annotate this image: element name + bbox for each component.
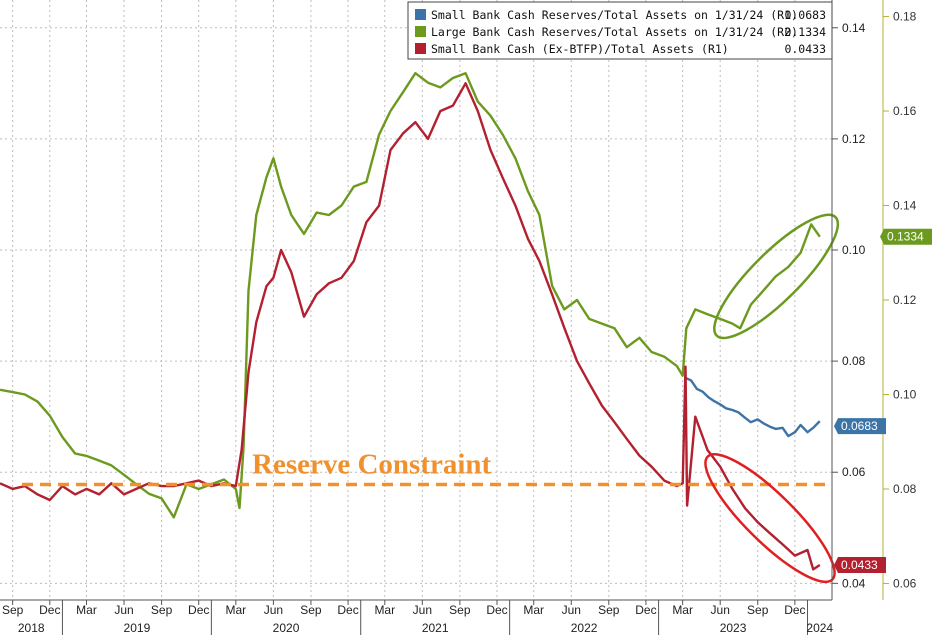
x-tick-label: Dec [486, 603, 507, 617]
year-label: 2024 [806, 621, 833, 635]
series-layer [0, 71, 821, 571]
year-label: 2022 [571, 621, 598, 635]
x-tick-label: Mar [374, 603, 395, 617]
year-label: 2018 [18, 621, 45, 635]
grid [0, 0, 832, 600]
legend-value-2: 0.1334 [784, 25, 826, 39]
highlight-ellipse-2 [704, 452, 836, 584]
x-tick-label: Dec [337, 603, 358, 617]
legend-swatch-3 [415, 43, 426, 54]
year-label: 2020 [273, 621, 300, 635]
x-tick-label: Sep [300, 603, 322, 617]
last-value-badges: 0.0683 0.1334 0.0433 [834, 228, 932, 573]
x-axis-ticks: Sep Dec Mar Jun Sep Dec Mar Jun Sep Dec Mar Jun Sep D… [2, 600, 806, 617]
r2-tick-label: 0.18 [893, 10, 917, 24]
legend-swatch-1 [415, 9, 426, 20]
r2-tick-label: 0.14 [893, 199, 917, 213]
r1-tick-label: 0.08 [842, 354, 866, 368]
x-tick-label: Sep [747, 603, 769, 617]
x-tick-label: Jun [413, 603, 432, 617]
r1-tick-label: 0.12 [842, 132, 866, 146]
legend-label-2: Large Bank Cash Reserves/Total Assets on… [431, 25, 798, 39]
x-tick-label: Sep [151, 603, 173, 617]
r2-tick-label: 0.08 [893, 482, 917, 496]
legend-label-1: Small Bank Cash Reserves/Total Assets on… [431, 8, 798, 22]
x-tick-label: Sep [2, 603, 24, 617]
last-value-badge-text: 0.0683 [841, 419, 878, 433]
year-label: 2021 [422, 621, 449, 635]
x-tick-label: Dec [635, 603, 656, 617]
x-tick-label: Sep [449, 603, 471, 617]
x-tick-label: Jun [114, 603, 133, 617]
r2-tick-label: 0.06 [893, 576, 917, 590]
r2-tick-label: 0.12 [893, 293, 917, 307]
reference-line-layer: Reserve Constraint [22, 448, 830, 487]
r2-tick-label: 0.16 [893, 104, 917, 118]
legend-entries: Small Bank Cash Reserves/Total Assets on… [415, 8, 826, 56]
last-value-badge-3 [834, 557, 886, 573]
legend-box [407, 1, 833, 60]
r1-tick-label: 0.10 [842, 243, 866, 257]
last-value-badge-text: 0.0433 [841, 558, 878, 572]
axis-lines [0, 0, 884, 601]
x-tick-label: Mar [672, 603, 693, 617]
series-line-2 [0, 71, 821, 519]
series-line-1 [684, 376, 821, 438]
r1-tick-label: 0.06 [842, 465, 866, 479]
last-value-badge-text: 0.1334 [887, 230, 924, 244]
last-value-badge-2 [880, 228, 932, 245]
r2-tick-label: 0.10 [893, 387, 917, 401]
highlight-layer [704, 213, 840, 584]
x-tick-label: Jun [264, 603, 283, 617]
x-tick-label: Dec [784, 603, 805, 617]
reserve-constraint-label: Reserve Constraint [252, 448, 492, 480]
highlight-ellipse-1 [713, 213, 840, 340]
last-value-badge-1 [834, 418, 886, 435]
legend-value-3: 0.0433 [784, 42, 826, 56]
x-tick-label: Sep [598, 603, 620, 617]
x-tick-label: Mar [523, 603, 544, 617]
x-tick-label: Mar [226, 603, 247, 617]
legend-value-1: 0.0683 [784, 8, 826, 22]
legend-label-3: Small Bank Cash (Ex-BTFP)/Total Assets (… [431, 42, 729, 56]
r1-axis-ticks: 0.04 0.06 0.08 0.10 0.12 0.14 [832, 21, 866, 590]
r1-tick-label: 0.04 [842, 576, 866, 590]
r1-tick-label: 0.14 [842, 21, 866, 35]
legend: Small Bank Cash Reserves/Total Assets on… [407, 1, 833, 60]
year-label: 2023 [720, 621, 747, 635]
year-label: 2019 [124, 621, 151, 635]
x-tick-label: Jun [562, 603, 581, 617]
legend-swatch-2 [415, 26, 426, 37]
x-tick-label: Dec [188, 603, 209, 617]
x-tick-label: Jun [711, 603, 730, 617]
x-axis-year-labels: 2018 2019 2020 2021 2022 2023 2024 [18, 600, 833, 635]
x-tick-label: Dec [39, 603, 60, 617]
r2-axis-ticks: 0.06 0.08 0.10 0.12 0.14 0.16 0.18 [883, 10, 917, 590]
x-tick-label: Mar [76, 603, 97, 617]
series-line-3 [0, 82, 821, 571]
